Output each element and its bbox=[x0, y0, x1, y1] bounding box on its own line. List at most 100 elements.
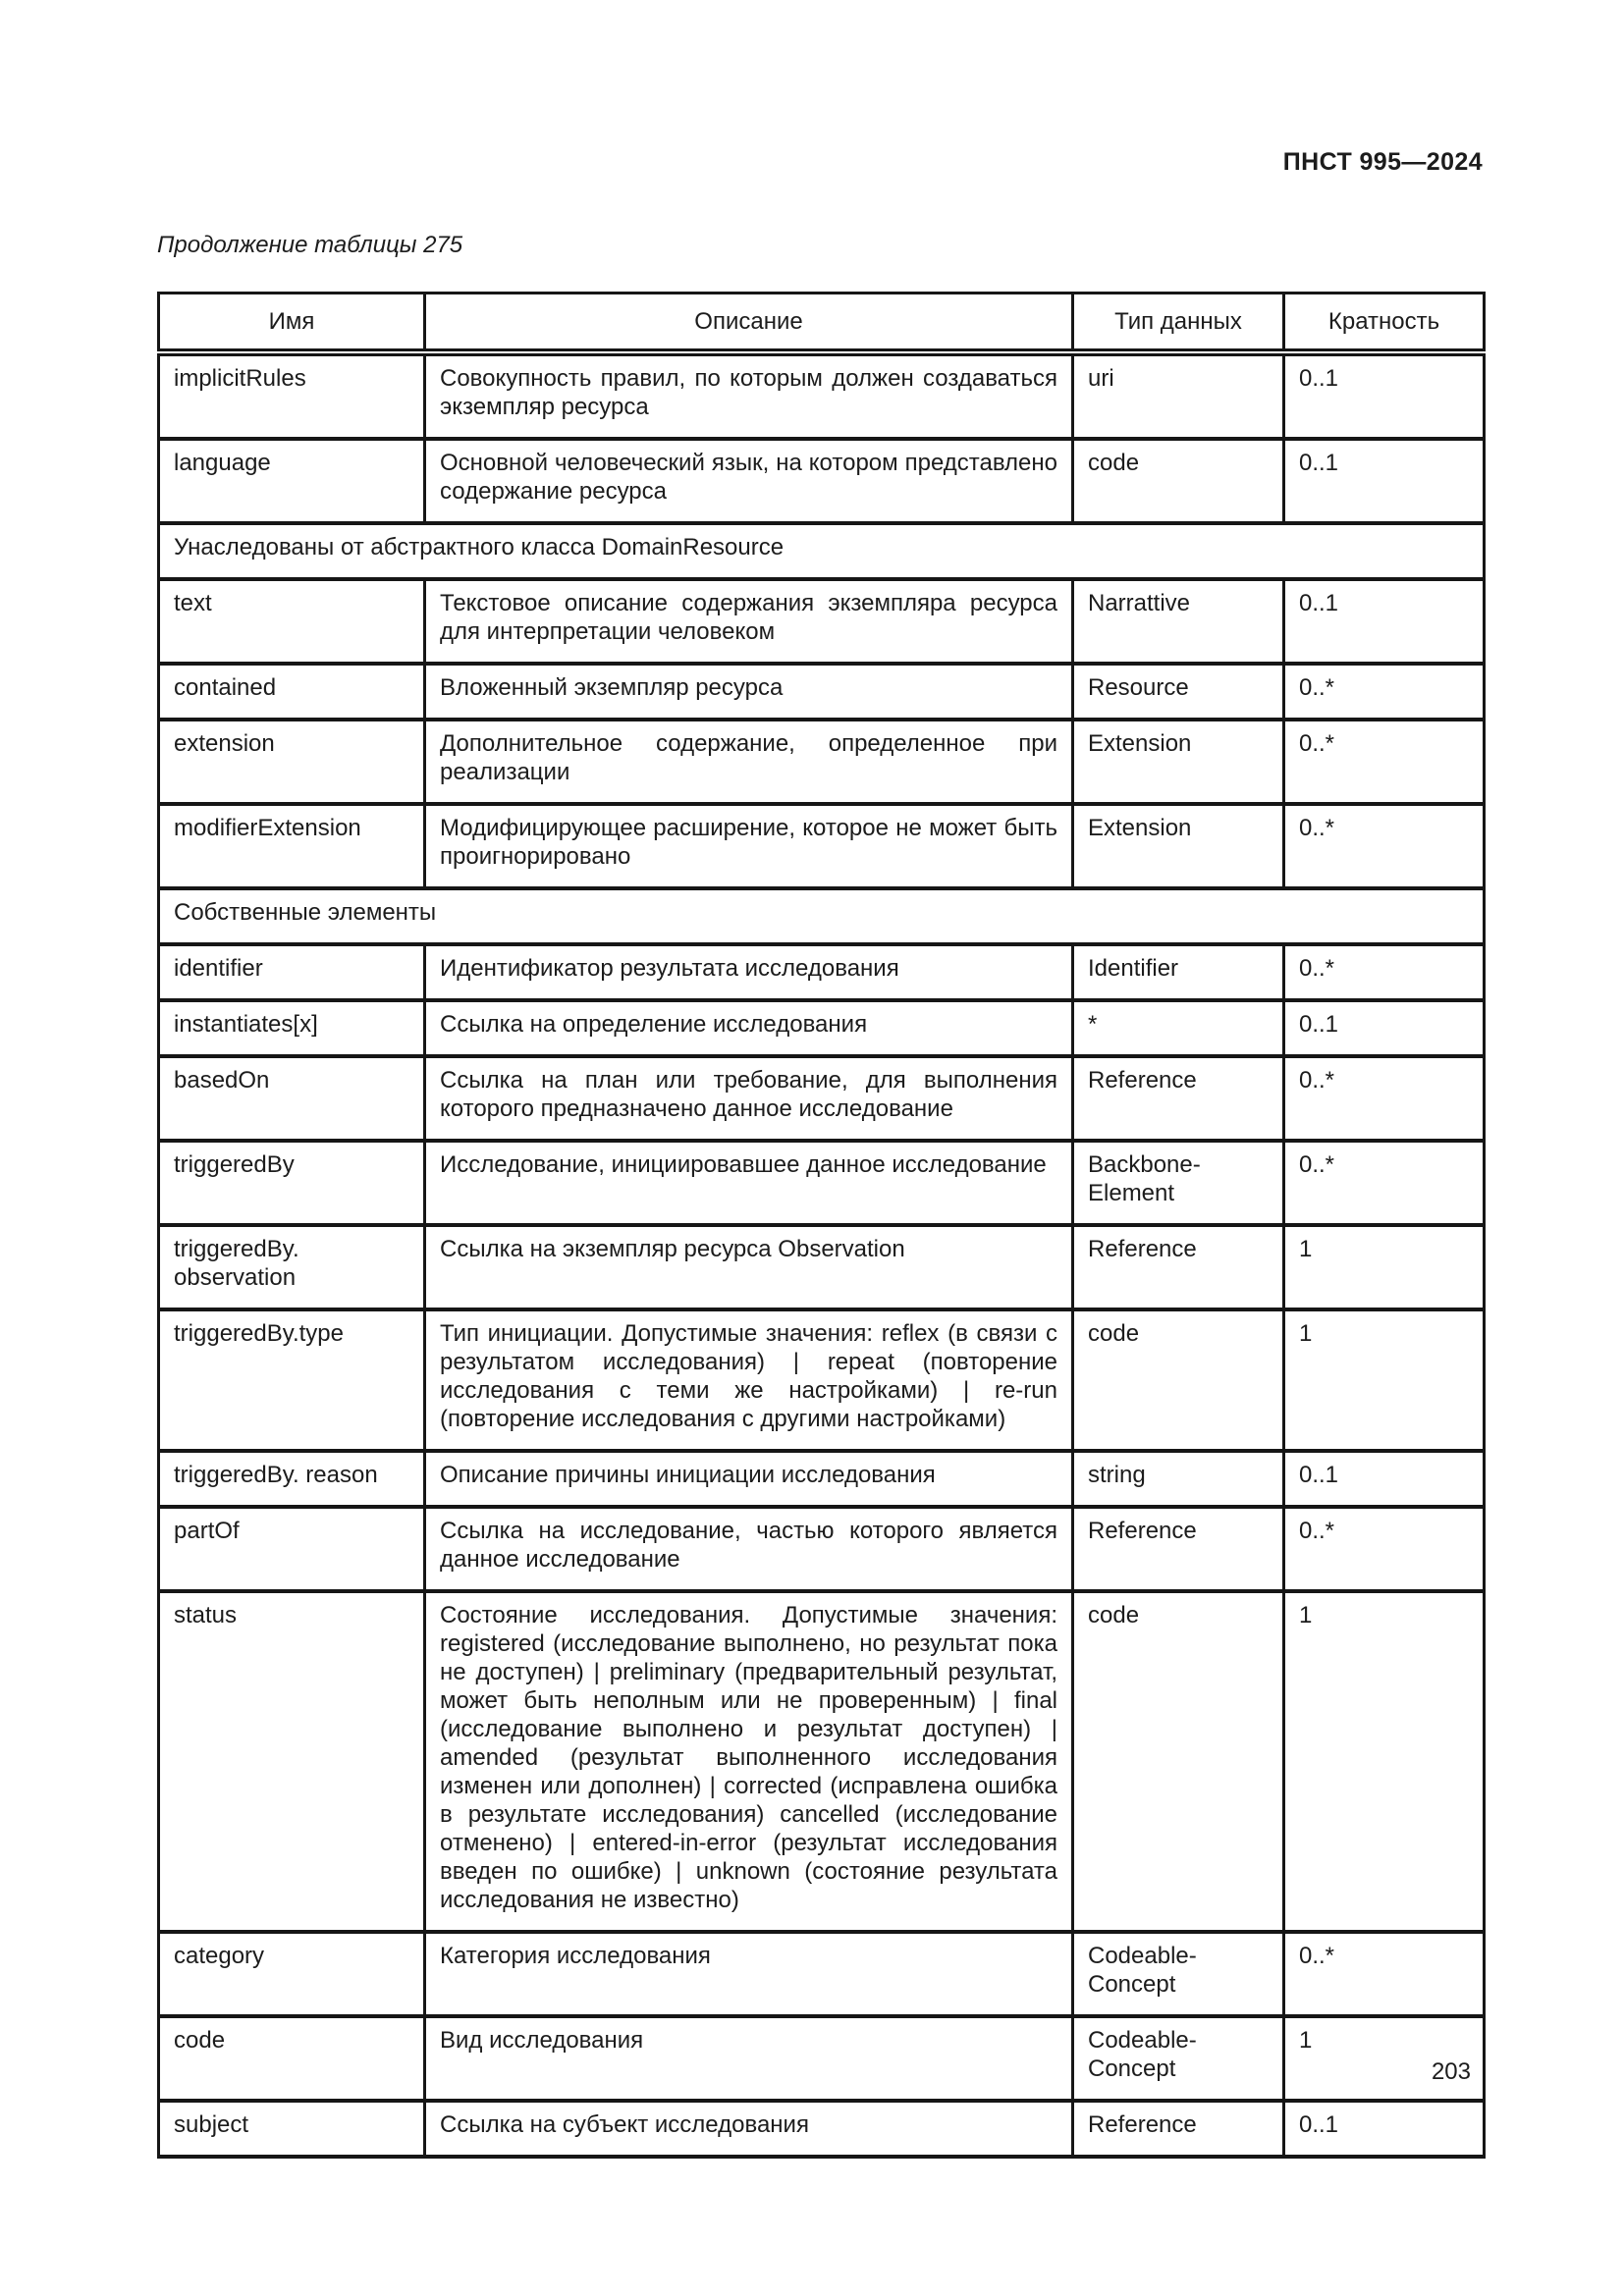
table-header-row: Имя Описание Тип данных Кратность bbox=[157, 292, 1486, 356]
cell-datatype: Reference bbox=[1071, 1054, 1285, 1143]
cell-cardinality: 1 bbox=[1282, 1223, 1486, 1311]
table-row: text Текстовое описание содержания экземп… bbox=[157, 577, 1486, 666]
table-row: status Состояние исследования. Допустимые… bbox=[157, 1589, 1486, 1934]
cell-cardinality: 1 bbox=[1282, 1308, 1486, 1453]
table-row: category Категория исследования Codeable-C… bbox=[157, 1930, 1486, 2018]
cell-datatype: uri bbox=[1071, 350, 1285, 441]
table-row: triggeredBy. reason Описание причины иниц… bbox=[157, 1449, 1486, 1509]
cell-datatype: * bbox=[1071, 998, 1285, 1058]
section-row: Собственные элементы bbox=[157, 886, 1486, 946]
cell-description: Основной человеческий язык, на котором п… bbox=[423, 437, 1074, 525]
table-row: contained Вложенный экземпляр ресурса Reso… bbox=[157, 662, 1486, 721]
cell-description: Категория исследования bbox=[423, 1930, 1074, 2018]
cell-datatype: Resource bbox=[1071, 662, 1285, 721]
table-row: modifierExtension Модифицирующее расширен… bbox=[157, 802, 1486, 890]
cell-description: Текстовое описание содержания экземпляра… bbox=[423, 577, 1074, 666]
cell-cardinality: 0..* bbox=[1282, 802, 1486, 890]
cell-description: Состояние исследования. Допустимые значе… bbox=[423, 1589, 1074, 1934]
cell-description: Модифицирующее расширение, которое не мо… bbox=[423, 802, 1074, 890]
column-header-name: Имя bbox=[157, 292, 426, 356]
table-row: language Основной человеческий язык, на к… bbox=[157, 437, 1486, 525]
column-header-cardinality: Кратность bbox=[1282, 292, 1486, 356]
table-row: triggeredBy.type Тип инициации. Допустимы… bbox=[157, 1308, 1486, 1453]
cell-cardinality: 0..1 bbox=[1282, 577, 1486, 666]
cell-element-name: status bbox=[157, 1589, 426, 1934]
table-row: basedOn Ссылка на план или требование, дл… bbox=[157, 1054, 1486, 1143]
cell-datatype: code bbox=[1071, 437, 1285, 525]
table-row: triggeredBy. observation Ссылка на экземп… bbox=[157, 1223, 1486, 1311]
table-body: implicitRules Совокупность правил, по кот… bbox=[157, 350, 1486, 2159]
cell-element-name: triggeredBy bbox=[157, 1139, 426, 1227]
cell-datatype: Identifier bbox=[1071, 942, 1285, 1002]
cell-description: Вложенный экземпляр ресурса bbox=[423, 662, 1074, 721]
cell-datatype: Reference bbox=[1071, 1505, 1285, 1593]
cell-description: Идентификатор результата исследования bbox=[423, 942, 1074, 1002]
table-row: identifier Идентификатор результата иссле… bbox=[157, 942, 1486, 1002]
cell-element-name: triggeredBy. reason bbox=[157, 1449, 426, 1509]
spec-table: Имя Описание Тип данных Кратность implic… bbox=[157, 292, 1486, 2159]
cell-cardinality: 1 bbox=[1282, 1589, 1486, 1934]
cell-element-name: triggeredBy.type bbox=[157, 1308, 426, 1453]
table-caption: Продолжение таблицы 275 bbox=[157, 232, 463, 258]
cell-cardinality: 0..* bbox=[1282, 1505, 1486, 1593]
cell-datatype: code bbox=[1071, 1589, 1285, 1934]
cell-element-name: instantiates[x] bbox=[157, 998, 426, 1058]
cell-description: Исследование, инициировавшее данное иссл… bbox=[423, 1139, 1074, 1227]
cell-datatype: Narrattive bbox=[1071, 577, 1285, 666]
cell-datatype: Codeable-Concept bbox=[1071, 2014, 1285, 2103]
cell-element-name: triggeredBy. observation bbox=[157, 1223, 426, 1311]
cell-cardinality: 0..* bbox=[1282, 662, 1486, 721]
page-number: 203 bbox=[1431, 2058, 1471, 2085]
cell-description: Ссылка на исследование, частью которого … bbox=[423, 1505, 1074, 1593]
table-row: subject Ссылка на субъект исследования Ref… bbox=[157, 2099, 1486, 2159]
cell-element-name: identifier bbox=[157, 942, 426, 1002]
column-header-datatype: Тип данных bbox=[1071, 292, 1285, 356]
cell-datatype: Backbone-Element bbox=[1071, 1139, 1285, 1227]
column-header-description: Описание bbox=[423, 292, 1074, 356]
cell-element-name: basedOn bbox=[157, 1054, 426, 1143]
cell-cardinality: 0..* bbox=[1282, 1139, 1486, 1227]
cell-datatype: code bbox=[1071, 1308, 1285, 1453]
cell-element-name: modifierExtension bbox=[157, 802, 426, 890]
cell-element-name: category bbox=[157, 1930, 426, 2018]
cell-description: Тип инициации. Допустимые значения: refl… bbox=[423, 1308, 1074, 1453]
cell-datatype: Reference bbox=[1071, 1223, 1285, 1311]
cell-cardinality: 0..1 bbox=[1282, 437, 1486, 525]
cell-element-name: contained bbox=[157, 662, 426, 721]
cell-datatype: Extension bbox=[1071, 802, 1285, 890]
cell-cardinality: 0..1 bbox=[1282, 1449, 1486, 1509]
cell-cardinality: 0..* bbox=[1282, 942, 1486, 1002]
cell-description: Ссылка на план или требование, для выпол… bbox=[423, 1054, 1074, 1143]
cell-cardinality: 0..* bbox=[1282, 718, 1486, 806]
cell-cardinality: 0..1 bbox=[1282, 350, 1486, 441]
cell-datatype: Reference bbox=[1071, 2099, 1285, 2159]
cell-cardinality: 0..1 bbox=[1282, 2099, 1486, 2159]
cell-cardinality: 0..* bbox=[1282, 1054, 1486, 1143]
cell-description: Вид исследования bbox=[423, 2014, 1074, 2103]
cell-element-name: subject bbox=[157, 2099, 426, 2159]
cell-description: Описание причины инициации исследования bbox=[423, 1449, 1074, 1509]
cell-description: Ссылка на субъект исследования bbox=[423, 2099, 1074, 2159]
cell-element-name: implicitRules bbox=[157, 350, 426, 441]
cell-element-name: text bbox=[157, 577, 426, 666]
cell-datatype: string bbox=[1071, 1449, 1285, 1509]
table-row: triggeredBy Исследование, инициировавшее … bbox=[157, 1139, 1486, 1227]
table-row: partOf Ссылка на исследование, частью кот… bbox=[157, 1505, 1486, 1593]
cell-cardinality: 0..1 bbox=[1282, 998, 1486, 1058]
cell-cardinality: 0..* bbox=[1282, 1930, 1486, 2018]
table-row: instantiates[x] Ссылка на определение исс… bbox=[157, 998, 1486, 1058]
section-row-label: Собственные элементы bbox=[157, 886, 1486, 946]
section-row-label: Унаследованы от абстрактного класса Doma… bbox=[157, 521, 1486, 581]
cell-element-name: language bbox=[157, 437, 426, 525]
cell-description: Дополнительное содержание, определенное … bbox=[423, 718, 1074, 806]
cell-description: Совокупность правил, по которым должен с… bbox=[423, 350, 1074, 441]
document-code-header: ПНСТ 995—2024 bbox=[1282, 148, 1483, 176]
cell-description: Ссылка на экземпляр ресурса Observation bbox=[423, 1223, 1074, 1311]
cell-element-name: extension bbox=[157, 718, 426, 806]
document-page: ПНСТ 995—2024 Продолжение таблицы 275 Им… bbox=[157, 0, 1486, 2296]
cell-element-name: partOf bbox=[157, 1505, 426, 1593]
cell-element-name: code bbox=[157, 2014, 426, 2103]
cell-description: Ссылка на определение исследования bbox=[423, 998, 1074, 1058]
table-row: extension Дополнительное содержание, опре… bbox=[157, 718, 1486, 806]
cell-cardinality: 1 bbox=[1282, 2014, 1486, 2103]
